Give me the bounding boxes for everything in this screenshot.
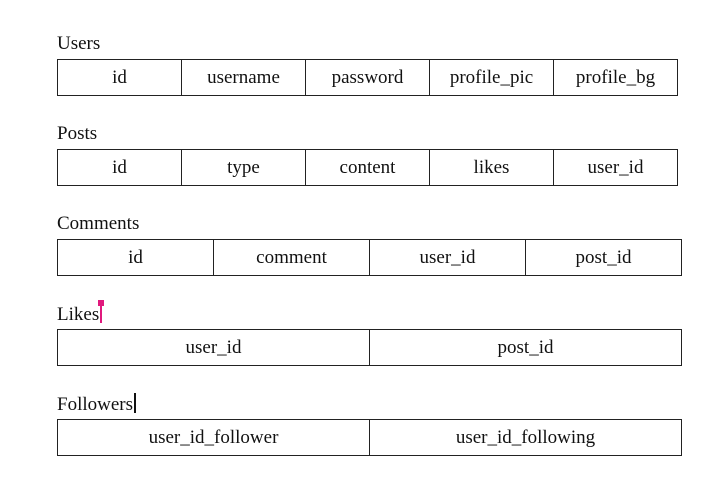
table-title-likes-text: Likes — [57, 304, 100, 325]
table-row: user_id_follower user_id_following — [57, 419, 682, 456]
table-likes[interactable]: user_id post_id — [57, 329, 682, 366]
table-title-users[interactable]: Users — [57, 33, 101, 54]
table-row: id username password profile_pic profile… — [57, 59, 678, 96]
column-cell[interactable]: user_id — [369, 239, 526, 276]
table-block-followers: Followers user_id_follower user_id_follo… — [57, 393, 682, 456]
column-cell[interactable]: post_id — [369, 329, 682, 366]
column-cell[interactable]: type — [181, 149, 306, 186]
column-cell[interactable]: profile_pic — [429, 59, 554, 96]
table-title-likes[interactable]: Likes — [57, 300, 104, 325]
column-cell[interactable]: id — [57, 59, 182, 96]
table-comments[interactable]: id comment user_id post_id — [57, 239, 682, 276]
table-block-posts: Posts id type content likes user_id — [57, 123, 678, 186]
column-cell[interactable]: profile_bg — [553, 59, 678, 96]
table-row: id type content likes user_id — [57, 149, 678, 186]
column-cell[interactable]: user_id_follower — [57, 419, 370, 456]
table-title-posts[interactable]: Posts — [57, 123, 98, 144]
text-cursor-icon — [134, 393, 136, 413]
column-cell[interactable]: content — [305, 149, 430, 186]
column-cell[interactable]: user_id — [57, 329, 370, 366]
text-cursor-icon — [98, 300, 104, 323]
column-cell[interactable]: user_id_following — [369, 419, 682, 456]
column-cell[interactable]: password — [305, 59, 430, 96]
table-row: id comment user_id post_id — [57, 239, 682, 276]
table-block-comments: Comments id comment user_id post_id — [57, 213, 682, 276]
column-cell[interactable]: id — [57, 149, 182, 186]
table-title-followers-text: Followers — [57, 394, 133, 415]
table-followers[interactable]: user_id_follower user_id_following — [57, 419, 682, 456]
table-block-likes: Likes user_id post_id — [57, 300, 682, 366]
table-users[interactable]: id username password profile_pic profile… — [57, 59, 678, 96]
table-title-comments[interactable]: Comments — [57, 213, 140, 234]
column-cell[interactable]: comment — [213, 239, 370, 276]
table-title-followers[interactable]: Followers — [57, 393, 136, 415]
table-posts[interactable]: id type content likes user_id — [57, 149, 678, 186]
column-cell[interactable]: id — [57, 239, 214, 276]
table-row: user_id post_id — [57, 329, 682, 366]
column-cell[interactable]: likes — [429, 149, 554, 186]
column-cell[interactable]: username — [181, 59, 306, 96]
column-cell[interactable]: post_id — [525, 239, 682, 276]
column-cell[interactable]: user_id — [553, 149, 678, 186]
table-block-users: Users id username password profile_pic p… — [57, 33, 678, 96]
